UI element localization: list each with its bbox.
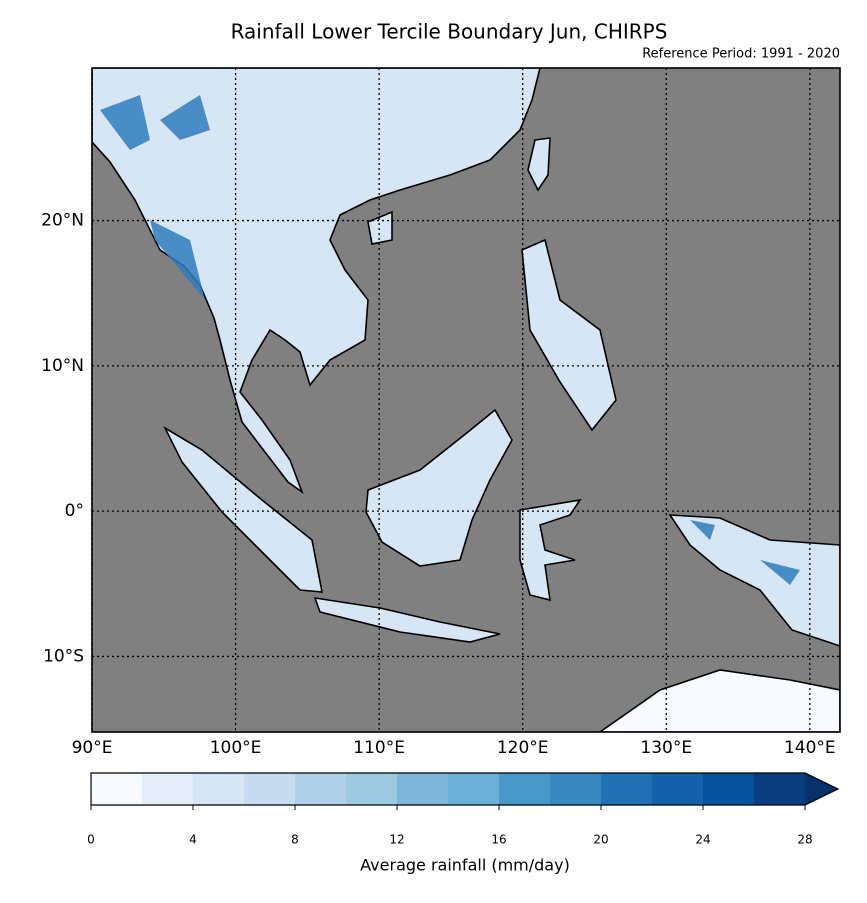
x-tick-label: 130°E: [640, 738, 692, 758]
colorbar-segment: [193, 773, 244, 805]
colorbar-segment: [703, 773, 754, 805]
colorbar-segment: [601, 773, 652, 805]
x-tick-label: 100°E: [210, 738, 262, 758]
colorbar-tick-label: 8: [291, 833, 299, 847]
map-title: Rainfall Lower Tercile Boundary Jun, CHI…: [231, 20, 668, 44]
colorbar-segment: [499, 773, 550, 805]
colorbar-segment: [448, 773, 499, 805]
colorbar-tick-label: 20: [593, 833, 608, 847]
y-tick-label: 20°N: [41, 211, 84, 231]
map-frame: [91, 67, 841, 733]
colorbar-tick-label: 12: [389, 833, 404, 847]
colorbar-segment: [244, 773, 295, 805]
map-subtitle: Reference Period: 1991 - 2020: [642, 47, 840, 62]
land-taiwan: [527, 137, 551, 192]
land-philippines: [521, 238, 617, 432]
colorbar-segment: [142, 773, 193, 805]
x-tick-label: 90°E: [72, 738, 113, 758]
colorbar-frame: [90, 772, 840, 806]
y-tick-label: 10°N: [41, 356, 84, 376]
colorbar-tick-label: 28: [797, 833, 812, 847]
land-layer: [92, 68, 840, 732]
colorbar-extension: [805, 773, 838, 805]
colorbar-segment: [346, 773, 397, 805]
colorbar-segment: [652, 773, 703, 805]
colorbar-segment: [91, 773, 142, 805]
y-tick-label: 0°: [65, 501, 84, 521]
land-new-guinea: [668, 514, 840, 647]
colorbar-segment: [754, 773, 805, 805]
y-tick-label: 10°S: [43, 646, 84, 666]
colorbar-segment: [295, 773, 346, 805]
land-borneo: [365, 408, 513, 567]
land-australia: [598, 669, 840, 732]
land-sumatra: [163, 425, 323, 593]
colorbar-segment: [397, 773, 448, 805]
colorbar-tick-label: 4: [189, 833, 197, 847]
colorbar-tick-label: 24: [695, 833, 710, 847]
x-tick-label: 140°E: [784, 738, 836, 758]
x-tick-label: 110°E: [353, 738, 405, 758]
land-java: [313, 597, 501, 643]
colorbar-label: Average rainfall (mm/day): [360, 856, 570, 875]
colorbar-tick-label: 0: [87, 833, 95, 847]
colorbar-tick-label: 16: [491, 833, 506, 847]
colorbar-segment: [550, 773, 601, 805]
x-tick-label: 120°E: [497, 738, 549, 758]
land-sulawesi: [519, 498, 582, 602]
